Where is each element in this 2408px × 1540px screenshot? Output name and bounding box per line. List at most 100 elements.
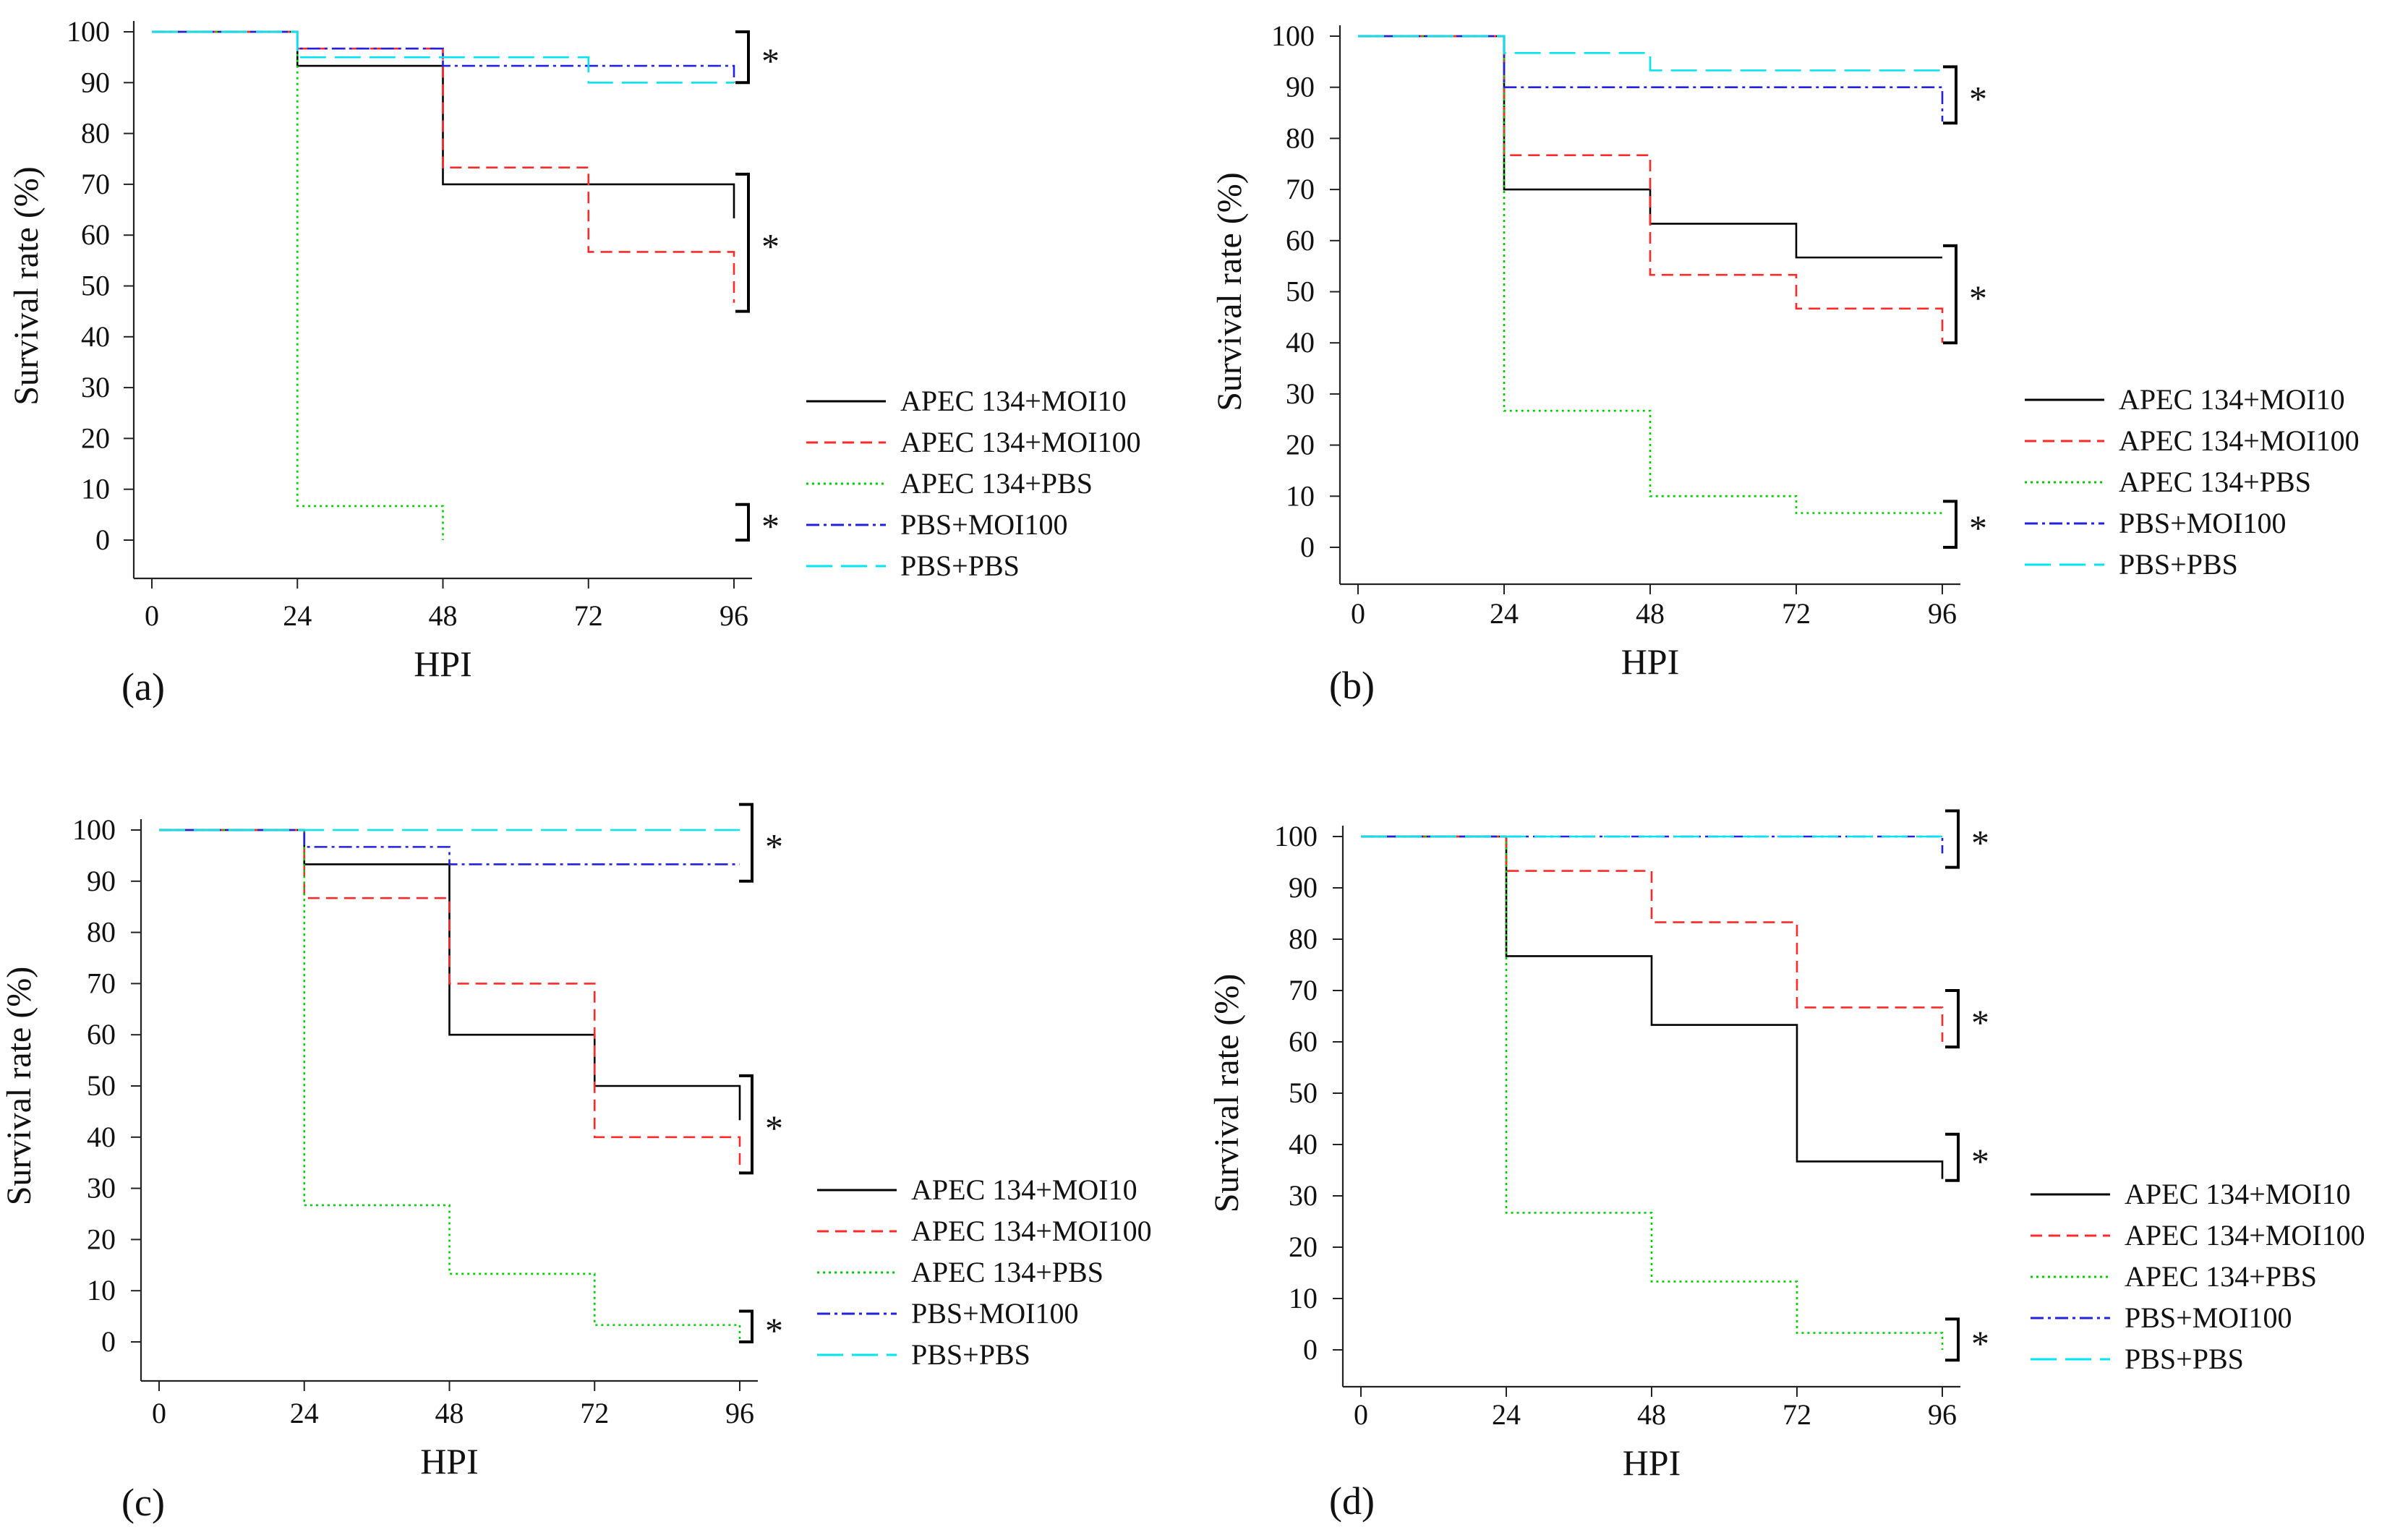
y-tick-label: 40 <box>81 320 110 353</box>
series-line-4 <box>1358 35 1944 122</box>
series-line-1 <box>1361 835 1944 1179</box>
legend-label: APEC 134+MOI100 <box>911 1215 1152 1247</box>
series-line-3 <box>1358 35 1942 514</box>
significance-bracket <box>735 502 750 542</box>
y-tick-label: 100 <box>72 813 116 846</box>
series-line-4 <box>159 829 740 865</box>
significance-bracket <box>735 172 750 313</box>
x-axis-label: HPI <box>1621 641 1680 682</box>
y-tick-label: 80 <box>87 916 116 949</box>
y-tick-label: 70 <box>87 967 116 999</box>
legend-label: APEC 134+PBS <box>2125 1260 2317 1293</box>
y-tick-label: 60 <box>1289 1025 1318 1058</box>
significance-bracket <box>1943 65 1957 125</box>
y-tick-label: 30 <box>87 1172 116 1205</box>
significance-star: * <box>761 40 780 81</box>
x-tick-label: 48 <box>1637 1398 1666 1431</box>
y-tick-label: 90 <box>87 865 116 897</box>
legend-label: PBS+MOI100 <box>911 1297 1079 1330</box>
significance-bracket <box>1943 500 1957 549</box>
y-tick-label: 70 <box>1289 974 1318 1006</box>
y-tick-label: 100 <box>1274 820 1318 852</box>
significance-bracket <box>739 1074 753 1175</box>
x-tick-label: 48 <box>429 599 458 632</box>
y-tick-label: 30 <box>1286 377 1315 410</box>
series-line-3 <box>1361 835 1944 1350</box>
x-tick-label: 72 <box>580 1397 609 1429</box>
significance-star: * <box>765 1108 783 1148</box>
y-tick-label: 50 <box>1289 1077 1318 1109</box>
y-tick-label: 0 <box>1300 531 1315 563</box>
y-tick-label: 60 <box>87 1018 116 1051</box>
legend-label: APEC 134+MOI10 <box>2119 383 2345 416</box>
significance-star: * <box>765 1310 783 1351</box>
legend-label: APEC 134+MOI100 <box>900 426 1141 458</box>
legend-label: APEC 134+MOI100 <box>2119 424 2360 457</box>
x-axis-label: HPI <box>1623 1442 1681 1483</box>
y-tick-label: 10 <box>81 473 110 505</box>
x-tick-label: 0 <box>1354 1398 1368 1431</box>
significance-star: * <box>1969 278 1987 318</box>
y-tick-label: 60 <box>1286 224 1315 257</box>
x-tick-label: 24 <box>1492 1398 1521 1431</box>
significance-star: * <box>761 226 780 267</box>
legend-label: APEC 134+PBS <box>900 467 1093 500</box>
x-tick-label: 96 <box>1928 1398 1957 1431</box>
y-tick-label: 50 <box>81 270 110 302</box>
chart-panel-a: 0 10 20 30 40 50 60 70 80 90 100 0 24 48 72 96 HPI Surviv… <box>7 15 1141 709</box>
y-tick-label: 70 <box>1286 173 1315 205</box>
legend-label: APEC 134+MOI10 <box>900 385 1127 417</box>
chart-panel-b: 0 10 20 30 40 50 60 70 80 90 100 0 24 48 72 96 HPI Surviv… <box>1211 20 2360 707</box>
legend-label: APEC 134+MOI10 <box>911 1173 1137 1206</box>
legend-label: PBS+PBS <box>900 549 1020 582</box>
legend: APEC 134+MOI10 APEC 134+MOI100 APEC 134+PB… <box>2025 383 2360 581</box>
series-line-4 <box>1361 835 1944 854</box>
y-tick-label: 100 <box>67 15 110 48</box>
significance-star: * <box>761 505 780 546</box>
significance-bracket <box>1945 809 1960 869</box>
y-tick-label: 90 <box>1286 71 1315 103</box>
y-tick-label: 20 <box>1289 1231 1318 1263</box>
x-tick-label: 72 <box>574 599 603 632</box>
y-axis-label: Survival rate (%) <box>7 166 46 406</box>
series-line-2 <box>152 30 735 303</box>
significance-bracket <box>1943 244 1957 345</box>
legend-label: APEC 134+MOI100 <box>2125 1219 2365 1252</box>
significance-bracket <box>735 30 750 85</box>
panel-label: (c) <box>121 1481 165 1524</box>
legend-label: PBS+MOI100 <box>900 508 1068 541</box>
y-tick-label: 80 <box>1286 121 1315 154</box>
legend-label: PBS+PBS <box>911 1338 1030 1371</box>
y-tick-label: 20 <box>87 1223 116 1255</box>
x-tick-label: 48 <box>435 1397 464 1429</box>
y-tick-label: 90 <box>1289 871 1318 904</box>
series-line-5 <box>1358 35 1942 72</box>
x-tick-label: 0 <box>152 1397 166 1429</box>
x-tick-label: 96 <box>720 599 748 632</box>
legend: APEC 134+MOI10 APEC 134+MOI100 APEC 134+PB… <box>2031 1178 2365 1375</box>
x-tick-label: 72 <box>1782 597 1811 630</box>
y-tick-label: 90 <box>81 66 110 98</box>
y-tick-label: 70 <box>81 168 110 200</box>
y-axis-label: Survival rate (%) <box>0 967 38 1206</box>
x-tick-label: 24 <box>290 1397 319 1429</box>
y-tick-label: 0 <box>95 523 110 556</box>
significance-star: * <box>1971 1141 1989 1181</box>
x-tick-label: 48 <box>1636 597 1665 630</box>
legend-label: PBS+MOI100 <box>2119 507 2287 539</box>
x-tick-label: 72 <box>1782 1398 1811 1431</box>
significance-star: * <box>765 826 783 867</box>
x-tick-label: 24 <box>283 599 312 632</box>
significance-star: * <box>1971 1002 1989 1043</box>
y-tick-label: 0 <box>1303 1333 1318 1366</box>
y-tick-label: 40 <box>1289 1128 1318 1160</box>
legend: APEC 134+MOI10 APEC 134+MOI100 APEC 134+PB… <box>817 1173 1152 1371</box>
y-tick-label: 60 <box>81 218 110 251</box>
x-tick-label: 96 <box>725 1397 754 1429</box>
series-line-5 <box>152 30 734 84</box>
legend: APEC 134+MOI10 APEC 134+MOI100 APEC 134+PB… <box>806 385 1141 582</box>
significance-star: * <box>1969 508 1987 548</box>
y-tick-label: 10 <box>1289 1282 1318 1314</box>
y-tick-label: 40 <box>87 1121 116 1153</box>
legend-label: PBS+MOI100 <box>2125 1301 2292 1334</box>
